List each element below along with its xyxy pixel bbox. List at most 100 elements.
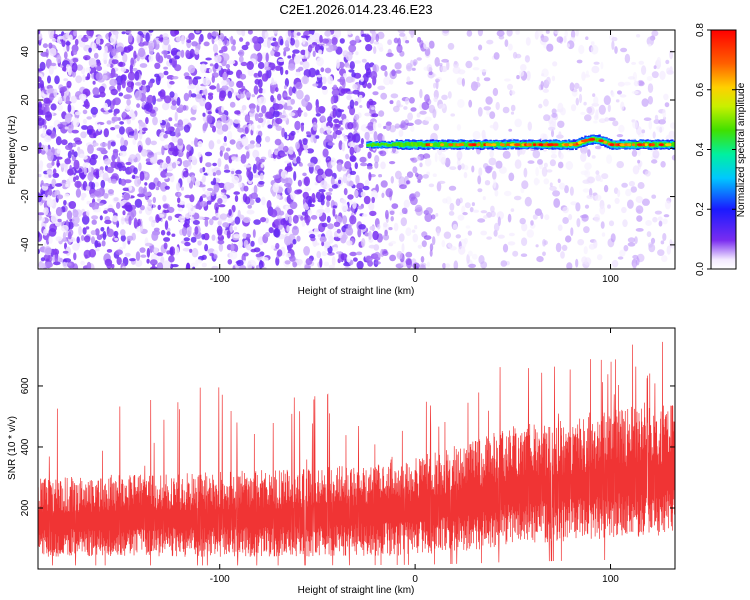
snr-x-tick-label: -100 — [210, 574, 230, 585]
spectrogram-noise-cell — [502, 150, 511, 159]
spectrogram-noise-cell — [43, 228, 48, 236]
spectrogram-noise-cell — [635, 205, 644, 214]
spectrogram-noise-cell — [167, 165, 174, 170]
spectrogram-noise-cell — [66, 210, 73, 220]
spectrogram-noise-cell — [38, 109, 44, 116]
spectrogram-noise-cell — [348, 44, 357, 53]
spectrogram-noise-cell — [102, 172, 109, 182]
spectrogram-noise-cell — [65, 183, 69, 188]
spectrogram-noise-cell — [75, 188, 81, 198]
spectrogram-noise-cell — [136, 34, 141, 44]
spectrogram-noise-cell — [390, 216, 394, 222]
spectrogram-noise-cell — [292, 214, 299, 224]
spectrogram-noise-cell — [321, 241, 325, 247]
spectrogram-noise-cell — [323, 261, 330, 267]
spectrogram-noise-cell — [584, 162, 592, 170]
spectrogram-noise-cell — [657, 125, 665, 133]
spectrogram-noise-cell — [288, 146, 294, 155]
spectrogram-noise-cell — [536, 256, 544, 263]
spectrogram-noise-cell — [155, 75, 161, 86]
spectrogram-noise-cell — [460, 163, 465, 170]
spectrogram-noise-cell — [280, 66, 284, 76]
spectrogram-noise-cell — [349, 106, 356, 116]
colorbar-label: Normalized spectral amplitude — [736, 82, 747, 217]
spectrogram-noise-cell — [608, 117, 616, 121]
spectrogram-noise-cell — [87, 144, 94, 155]
spectrogram-noise-cell — [397, 30, 405, 34]
spectrogram-noise-cell — [477, 175, 482, 185]
spectrogram-noise-cell — [302, 61, 310, 70]
spectrogram-noise-cell — [192, 77, 199, 86]
spectrogram-noise-cell — [335, 130, 343, 135]
spectrogram-noise-cell — [137, 193, 146, 198]
spectrogram-ridge-peak — [532, 143, 537, 147]
spectrogram-noise-cell — [627, 242, 636, 247]
spectrogram-noise-cell — [283, 47, 291, 52]
spectrogram-noise-cell — [637, 159, 641, 164]
spectrogram-noise-cell — [245, 233, 251, 239]
spectrogram-noise-cell — [117, 84, 121, 91]
spectrogram-noise-cell — [307, 199, 312, 208]
spectrogram-noise-cell — [332, 108, 337, 118]
spectrogram-noise-cell — [207, 94, 214, 101]
spectrogram-noise-cell — [255, 156, 261, 163]
spectrogram-noise-cell — [233, 91, 239, 96]
spectrogram-noise-cell — [103, 59, 108, 65]
spectrogram-noise-cell — [121, 31, 126, 35]
spectrogram-noise-cell — [371, 196, 376, 204]
spectrogram-marks — [38, 30, 675, 269]
spectrogram-noise-cell — [408, 97, 415, 104]
spectrogram-noise-cell — [206, 114, 213, 124]
spectrogram-noise-cell — [321, 38, 330, 44]
spectrogram-noise-cell — [260, 163, 264, 168]
spectrogram-noise-cell — [490, 205, 495, 213]
spectrogram-noise-cell — [371, 113, 379, 118]
spectrogram-noise-cell — [543, 178, 550, 185]
spectrogram-noise-cell — [250, 240, 255, 247]
spectrogram-ridge-peak — [589, 138, 596, 141]
spectrogram-y-tick-label: 40 — [20, 46, 31, 58]
spectrogram-noise-cell — [389, 210, 395, 216]
spectrogram-noise-cell — [54, 254, 59, 263]
spectrogram-noise-cell — [332, 207, 336, 217]
spectrogram-noise-cell — [508, 128, 513, 132]
spectrogram-noise-cell — [611, 36, 618, 42]
spectrogram-noise-cell — [183, 223, 190, 228]
spectrogram-noise-cell — [457, 214, 465, 221]
spectrogram-noise-cell — [551, 112, 558, 118]
spectrogram-noise-cell — [647, 83, 654, 93]
spectrogram-noise-cell — [253, 184, 258, 195]
spectrogram-noise-cell — [204, 218, 209, 227]
spectrogram-noise-cell — [229, 139, 236, 145]
spectrogram-noise-cell — [273, 51, 281, 57]
spectrogram-noise-cell — [182, 104, 187, 111]
spectrogram-noise-cell — [217, 239, 225, 245]
spectrogram-noise-cell — [408, 193, 416, 202]
spectrogram-noise-cell — [186, 175, 191, 184]
spectrogram-noise-cell — [502, 106, 510, 114]
spectrogram-noise-cell — [631, 61, 637, 65]
spectrogram-noise-cell — [416, 156, 421, 161]
spectrogram-noise-cell — [472, 67, 480, 71]
spectrogram-noise-cell — [167, 215, 173, 221]
spectrogram-noise-cell — [552, 61, 558, 67]
spectrogram-noise-cell — [422, 174, 429, 179]
spectrogram-noise-cell — [495, 160, 503, 169]
spectrogram-noise-cell — [235, 169, 242, 175]
spectrogram-ridge-cell — [496, 142, 499, 146]
spectrogram-noise-cell — [267, 124, 273, 129]
spectrogram-noise-cell — [213, 183, 220, 193]
spectrogram-noise-cell — [326, 200, 330, 208]
spectrogram-noise-cell — [68, 34, 73, 42]
spectrogram-noise-cell — [358, 224, 366, 230]
spectrogram-noise-cell — [327, 75, 333, 85]
spectrogram-noise-cell — [468, 99, 473, 108]
spectrogram-noise-cell — [299, 162, 303, 167]
spectrogram-noise-cell — [410, 30, 415, 38]
spectrogram-noise-cell — [493, 52, 500, 60]
spectrogram-noise-cell — [285, 205, 289, 212]
spectrogram-noise-cell — [406, 180, 410, 185]
spectrogram-noise-cell — [91, 42, 97, 52]
spectrogram-noise-cell — [341, 234, 348, 241]
